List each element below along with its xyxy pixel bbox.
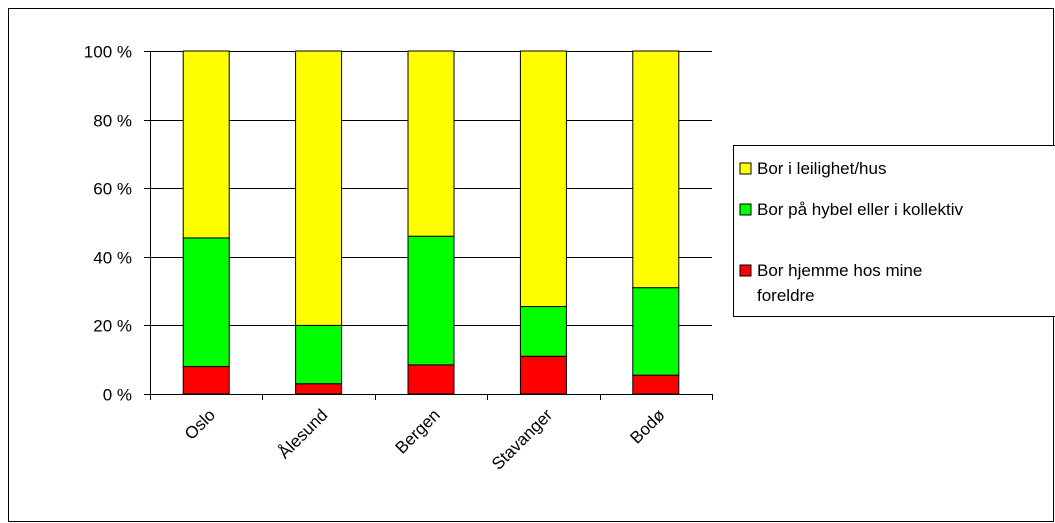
bar-segment bbox=[519, 306, 567, 357]
legend-swatch bbox=[739, 162, 752, 175]
legend-box bbox=[733, 145, 1055, 317]
legend-label: foreldre bbox=[757, 286, 815, 305]
y-tick-label: 60 % bbox=[93, 180, 132, 199]
bar-segment bbox=[295, 383, 343, 395]
y-tick-label: 20 % bbox=[93, 317, 132, 336]
bars bbox=[182, 50, 680, 395]
bar-segment bbox=[182, 237, 230, 368]
bar-segment bbox=[182, 50, 230, 239]
y-tick-label: 40 % bbox=[93, 249, 132, 268]
bar-segment bbox=[519, 50, 567, 308]
bar-segment bbox=[407, 50, 455, 237]
bar-segment bbox=[632, 50, 680, 289]
bar-segment bbox=[632, 374, 680, 395]
y-tick-labels: 0 % 20 % 40 % 60 % 80 % 100 % bbox=[84, 43, 132, 405]
bar-segment bbox=[632, 287, 680, 376]
legend-label: Bor i leilighet/hus bbox=[757, 159, 886, 178]
bar-segment bbox=[182, 366, 230, 395]
bar-segment bbox=[519, 355, 567, 395]
bar-segment bbox=[295, 324, 343, 385]
legend: Bor i leilighet/hus Bor på hybel eller i … bbox=[733, 145, 1055, 317]
y-tick-label: 100 % bbox=[84, 43, 132, 62]
y-tick-label: 80 % bbox=[93, 112, 132, 131]
bar-segment bbox=[407, 364, 455, 395]
legend-label: Bor på hybel eller i kollektiv bbox=[757, 200, 963, 219]
legend-swatch bbox=[739, 203, 752, 216]
bar-segment bbox=[295, 50, 343, 326]
legend-swatch bbox=[739, 264, 752, 277]
y-tick-label: 0 % bbox=[103, 386, 132, 405]
bar-segment bbox=[407, 235, 455, 366]
legend-label: Bor hjemme hos mine bbox=[757, 261, 922, 280]
